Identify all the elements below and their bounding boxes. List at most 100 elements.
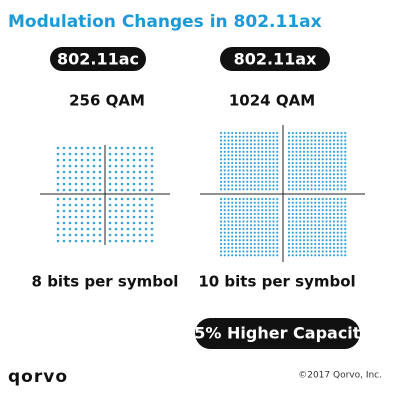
constellation-point: [344, 205, 347, 208]
constellation-point: [92, 227, 96, 231]
constellation-point: [261, 220, 264, 223]
constellation-point: [287, 161, 291, 165]
constellation-point: [114, 215, 118, 219]
constellation-point: [219, 176, 223, 180]
constellation-point: [246, 184, 249, 187]
constellation-point: [80, 209, 84, 213]
constellation-point: [257, 254, 260, 257]
constellation-point: [257, 224, 260, 227]
constellation-point: [299, 250, 302, 253]
constellation-point: [234, 146, 238, 150]
constellation-point: [144, 182, 148, 186]
constellation-point: [325, 184, 328, 187]
constellation-point: [321, 239, 324, 242]
constellation-point: [306, 239, 309, 242]
constellation-point: [291, 131, 294, 135]
constellation-point: [238, 246, 241, 249]
constellation-point: [317, 154, 321, 157]
constellation-point: [98, 215, 102, 219]
constellation-point: [332, 227, 336, 231]
constellation-point: [86, 170, 90, 174]
constellation-point: [344, 184, 347, 187]
constellation-point: [329, 224, 332, 227]
constellation-point: [56, 164, 60, 168]
constellation-point: [340, 169, 343, 172]
constellation-point: [114, 176, 118, 180]
constellation-point: [336, 165, 339, 168]
constellation-point: [231, 227, 234, 231]
constellation-point: [302, 150, 306, 153]
constellation-point: [268, 242, 271, 246]
constellation-point: [299, 224, 302, 227]
constellation-point: [253, 239, 256, 242]
badge: [50, 47, 146, 71]
constellation-point: [56, 170, 60, 174]
constellation-point: [231, 231, 234, 234]
constellation-point: [332, 246, 336, 249]
constellation-point: [98, 233, 102, 237]
constellation-point: [246, 201, 249, 204]
constellation-point: [231, 197, 234, 201]
constellation-point: [306, 143, 309, 146]
constellation-point: [340, 139, 343, 142]
constellation-point: [261, 188, 264, 191]
constellation-point: [74, 227, 78, 231]
constellation-point: [291, 209, 294, 212]
constellation-point: [306, 146, 309, 150]
constellation-point: [314, 131, 317, 135]
constellation-point: [231, 154, 234, 157]
constellation-point: [62, 146, 66, 150]
constellation-point: [268, 246, 271, 249]
constellation-point: [306, 216, 309, 219]
constellation-point: [302, 165, 306, 168]
constellation-point: [336, 239, 339, 242]
constellation-point: [86, 164, 90, 168]
constellation-point: [227, 184, 230, 187]
constellation-point: [246, 220, 249, 223]
constellation-point: [234, 235, 238, 238]
constellation-point: [317, 239, 321, 242]
constellation-point: [98, 176, 102, 180]
constellation-point: [310, 188, 313, 191]
constellation-point: [329, 227, 332, 231]
constellation-point: [253, 216, 256, 219]
constellation-point: [86, 152, 90, 156]
constellation-point: [314, 239, 317, 242]
constellation-point: [219, 242, 223, 246]
constellation-point: [268, 165, 271, 168]
constellation-point: [314, 188, 317, 191]
constellation-point: [264, 246, 268, 249]
constellation-point: [238, 131, 241, 135]
constellation-point: [144, 158, 148, 162]
constellation-point: [329, 131, 332, 135]
constellation-point: [314, 158, 317, 161]
constellation-point: [332, 205, 336, 208]
constellation-point: [227, 235, 230, 238]
panel-ax: 802.11ax 1024 QAM 10 bits per symbol: [198, 47, 365, 291]
constellation-point: [306, 242, 309, 246]
constellation-point: [299, 246, 302, 249]
constellation-point: [321, 231, 324, 234]
constellation-point: [310, 139, 313, 142]
constellation-point: [98, 158, 102, 162]
constellation-point: [80, 188, 84, 192]
constellation-point: [234, 205, 238, 208]
constellation-point: [227, 169, 230, 172]
constellation-point: [246, 250, 249, 253]
constellation-point: [249, 169, 253, 172]
constellation-point: [261, 246, 264, 249]
constellation-point: [336, 150, 339, 153]
constellation-point: [257, 212, 260, 216]
constellation-point: [310, 201, 313, 204]
constellation-point: [249, 158, 253, 161]
constellation-point: [310, 239, 313, 242]
constellation-point: [144, 233, 148, 237]
constellation-point: [295, 146, 298, 150]
constellation-point: [257, 131, 260, 135]
constellation-point: [332, 143, 336, 146]
constellation-point: [144, 239, 148, 243]
constellation-point: [257, 216, 260, 219]
constellation-point: [302, 235, 306, 238]
constellation-point: [306, 139, 309, 142]
